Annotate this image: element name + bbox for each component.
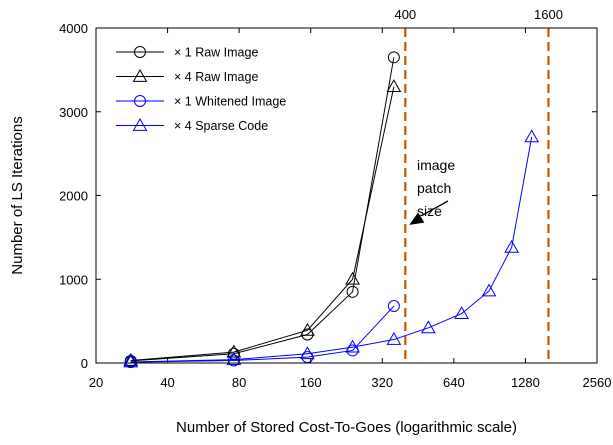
annotation-arrow-shaft xyxy=(421,200,449,217)
data-point xyxy=(301,328,314,341)
legend-marker xyxy=(132,68,148,82)
data-point xyxy=(421,320,436,334)
plot-frame xyxy=(95,27,598,364)
annotation-arrow-head xyxy=(409,212,425,225)
series-line xyxy=(130,305,395,363)
data-point xyxy=(226,344,242,358)
reference-line-label: 400 xyxy=(394,7,416,22)
data-point xyxy=(345,271,360,285)
x-tick-label: 80 xyxy=(232,375,246,390)
x-tick-label: 20 xyxy=(89,375,103,390)
x-axis-title: Number of Stored Cost-To-Goes (logarithm… xyxy=(176,419,517,436)
data-point xyxy=(504,239,520,253)
y-axis-title: Number of LS Iterations xyxy=(9,116,26,274)
legend-label: × 4 Sparse Code xyxy=(174,119,268,133)
data-point xyxy=(387,51,400,64)
reference-lines: 400 1600 xyxy=(394,7,563,363)
y-tick-label: 2000 xyxy=(59,189,88,204)
annotation-text: patch xyxy=(417,180,451,196)
y-tick-label: 3000 xyxy=(59,105,88,120)
data-point xyxy=(346,285,359,298)
series-4 xyxy=(123,129,540,368)
legend-label: × 1 Raw Image xyxy=(174,46,258,60)
x-tick-label: 320 xyxy=(371,375,393,390)
y-tick-label: 0 xyxy=(81,356,88,371)
x-tick-label: 640 xyxy=(443,375,465,390)
data-point xyxy=(300,322,315,336)
data-point xyxy=(481,283,497,297)
series-2 xyxy=(123,79,402,366)
x-tick-label: 160 xyxy=(300,375,322,390)
tick-layer: 20 40 80 160 320 640 1280 2560 0 1000 2000 3000 4000 xyxy=(59,21,611,390)
legend-label: × 1 Whitened Image xyxy=(174,95,286,109)
legend-entry: × 1 Whitened Image xyxy=(116,95,286,109)
legend-label: × 4 Raw Image xyxy=(174,70,258,84)
data-point xyxy=(300,346,315,360)
x-tick-label: 40 xyxy=(160,375,174,390)
legend-marker xyxy=(134,95,146,107)
series-line xyxy=(130,86,395,361)
annotation: imagepatchsize xyxy=(409,157,455,225)
y-tick-label: 1000 xyxy=(59,272,88,287)
data-point xyxy=(386,332,402,345)
data-point xyxy=(454,306,469,319)
data-point xyxy=(226,352,242,366)
data-point xyxy=(345,339,360,353)
series-line xyxy=(130,136,533,363)
series-layer xyxy=(123,51,540,369)
reference-line-label: 1600 xyxy=(534,7,563,22)
legend-entry: × 4 Raw Image xyxy=(116,68,258,84)
legend-entry: × 4 Sparse Code xyxy=(116,117,268,133)
legend-marker xyxy=(132,117,148,131)
data-point xyxy=(524,129,540,143)
data-point xyxy=(387,300,400,313)
legend-entry: × 1 Raw Image xyxy=(116,46,258,60)
legend: × 1 Raw Image × 4 Raw Image × 1 Whitened I… xyxy=(116,46,286,133)
data-point xyxy=(386,79,402,92)
x-tick-label: 1280 xyxy=(511,375,540,390)
data-point xyxy=(123,354,139,368)
data-point xyxy=(123,352,139,366)
annotation-text: image xyxy=(417,157,455,173)
legend-marker xyxy=(134,46,146,58)
y-tick-label: 4000 xyxy=(59,21,88,36)
x-tick-label: 2560 xyxy=(583,375,612,390)
